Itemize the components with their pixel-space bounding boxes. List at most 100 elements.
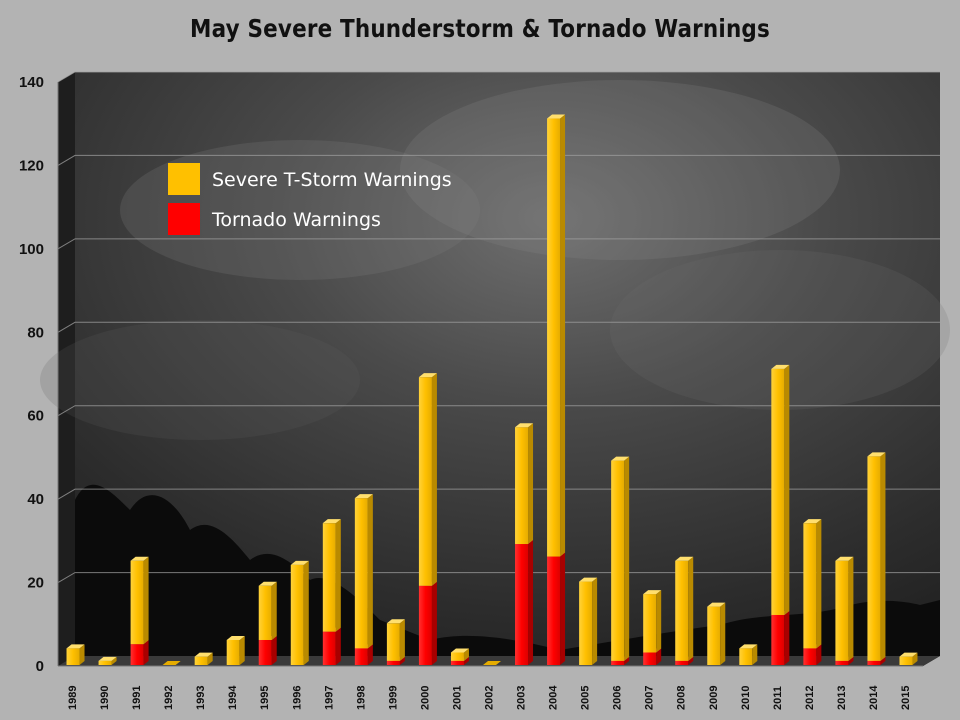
bar-severe-2010-side xyxy=(752,644,758,665)
bar-tornado-2004 xyxy=(547,552,566,665)
bar-severe-2009-top xyxy=(707,602,726,607)
bar-severe-1998 xyxy=(354,494,373,649)
bar-severe-1997-side xyxy=(335,519,341,632)
gridline xyxy=(57,488,940,500)
bar-severe-1999-side xyxy=(399,619,405,661)
bar-tornado-2014-side xyxy=(880,656,886,665)
bars xyxy=(66,114,918,665)
bar-severe-2004-side xyxy=(560,114,566,557)
gridline xyxy=(57,572,940,584)
bar-tornado-2013-side xyxy=(848,656,854,665)
legend-label-severe: Severe T-Storm Warnings xyxy=(212,169,452,191)
gridline xyxy=(57,154,940,166)
bar-severe-2014-top xyxy=(867,452,886,457)
bar-tornado-1995-face xyxy=(258,639,272,665)
x-tick-label: 1992 xyxy=(163,686,175,710)
bar-severe-2001-top xyxy=(450,648,469,653)
bar-severe-1994-top xyxy=(226,635,245,640)
bar-severe-2012-side xyxy=(816,519,822,649)
x-tick-label: 2005 xyxy=(580,686,592,710)
bar-tornado-2004-face xyxy=(547,556,561,665)
bar-severe-2007-top xyxy=(643,590,662,595)
x-tick-label: 2014 xyxy=(868,685,880,710)
bar-tornado-1999-face xyxy=(386,660,400,665)
bar-tornado-2011 xyxy=(771,610,790,665)
x-tick-label: 1990 xyxy=(99,686,111,710)
x-tick-label: 2000 xyxy=(419,686,431,710)
bar-tornado-2014-face xyxy=(867,660,881,665)
x-tick-label: 1994 xyxy=(227,685,239,710)
bar-severe-1994 xyxy=(226,635,245,665)
bar-empty-1992 xyxy=(162,661,181,665)
bar-tornado-1997 xyxy=(322,627,341,665)
bar-severe-2008 xyxy=(675,556,694,661)
bar-tornado-1995-side xyxy=(271,635,277,665)
x-tick-label: 1991 xyxy=(131,686,143,710)
bar-severe-2012-top xyxy=(803,519,822,524)
legend: Severe T-Storm Warnings Tornado Warnings xyxy=(168,163,452,235)
y-axis: 0 20 40 60 80 100 120 140 xyxy=(19,74,59,675)
bar-severe-1990 xyxy=(98,656,117,665)
bar-severe-2014-side xyxy=(880,452,886,661)
bar-severe-1990-face xyxy=(98,660,112,665)
bar-tornado-2000-side xyxy=(431,581,437,665)
legend-swatch-tornado xyxy=(168,203,200,235)
bar-severe-1989 xyxy=(66,644,85,665)
bar-severe-2012-face xyxy=(803,523,817,649)
bar-tornado-2007-side xyxy=(656,648,662,665)
bar-severe-2011-side xyxy=(784,364,790,615)
x-tick-label: 1997 xyxy=(323,686,335,710)
x-tick-label: 2012 xyxy=(804,686,816,710)
x-tick-label: 2009 xyxy=(708,686,720,710)
x-tick-label: 1995 xyxy=(259,686,271,710)
bar-tornado-1997-face xyxy=(322,631,336,665)
bar-tornado-1991-side xyxy=(143,640,149,665)
x-tick-label: 2010 xyxy=(740,686,752,710)
x-tick-label: 2013 xyxy=(836,686,848,710)
bar-severe-1998-side xyxy=(367,494,373,649)
bar-tornado-1999-side xyxy=(399,656,405,665)
bar-severe-2001 xyxy=(450,648,469,661)
bar-severe-2008-face xyxy=(675,560,689,661)
bar-severe-1997 xyxy=(322,519,341,632)
bar-tornado-2003-side xyxy=(528,540,534,665)
gridline xyxy=(57,321,940,333)
bar-severe-1995-face xyxy=(258,585,272,640)
bar-severe-1993 xyxy=(194,652,213,665)
bar-severe-1997-top xyxy=(322,519,341,524)
y-tick-label: 40 xyxy=(27,491,44,508)
bar-severe-2005-top xyxy=(579,577,598,582)
bar-severe-2005-side xyxy=(592,577,598,665)
bar-tornado-2011-side xyxy=(784,610,790,665)
x-tick-label: 2001 xyxy=(451,686,463,710)
bar-severe-1994-face xyxy=(226,639,240,665)
bar-tornado-2001-face xyxy=(450,660,464,665)
bar-tornado-1997-side xyxy=(335,627,341,665)
bar-tornado-2012-side xyxy=(816,644,822,665)
bar-severe-2013-face xyxy=(835,560,849,661)
bar-tornado-2003-face xyxy=(515,544,529,665)
x-tick-label: 1998 xyxy=(355,686,367,710)
x-tick-label: 1989 xyxy=(67,686,79,710)
bar-empty-2002 xyxy=(483,661,501,665)
bar-severe-2014-face xyxy=(867,456,881,661)
bar-severe-1996-face xyxy=(290,564,304,665)
bar-severe-1991-face xyxy=(130,560,144,645)
bar-severe-2015-side xyxy=(912,652,918,665)
bar-severe-2013-top xyxy=(835,556,854,561)
bar-severe-1996-side xyxy=(303,560,309,665)
legend-swatch-severe xyxy=(168,163,200,195)
bar-severe-1990-side xyxy=(111,656,117,665)
bar-severe-2001-side xyxy=(463,648,469,661)
bar-severe-1993-face xyxy=(194,656,208,665)
bar-severe-2011-top xyxy=(771,364,790,369)
bar-severe-2010-face xyxy=(739,648,753,665)
bar-tornado-2008-side xyxy=(688,656,694,665)
bar-severe-2000-top xyxy=(418,373,437,378)
x-tick-label: 1993 xyxy=(195,686,207,710)
bar-severe-2004-top xyxy=(547,114,566,119)
bar-severe-2003-side xyxy=(528,423,534,545)
bar-tornado-1998-face xyxy=(354,648,368,665)
x-tick-label: 1996 xyxy=(291,686,303,710)
